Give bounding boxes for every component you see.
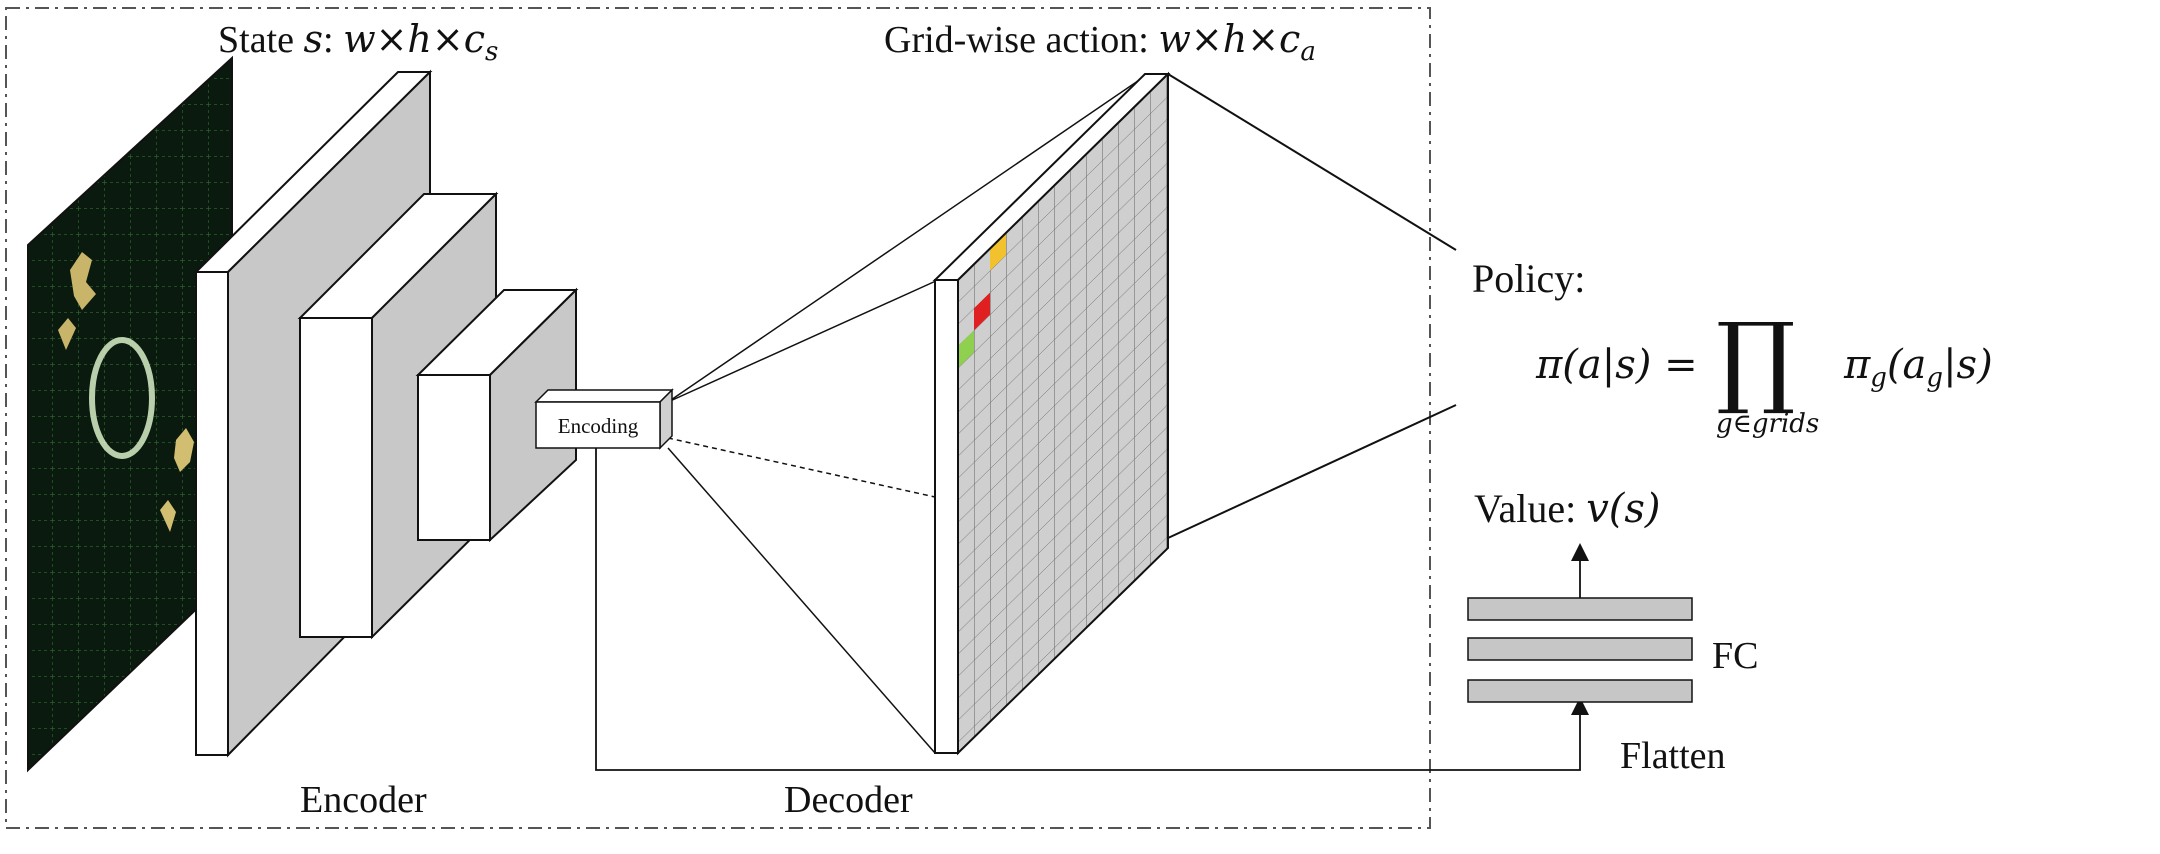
state-label: State s: w×h×cs <box>218 17 498 67</box>
fc-bar-1 <box>1467 597 1693 621</box>
flatten-connector <box>595 448 1589 771</box>
ring-marker <box>89 337 155 459</box>
policy-zoom-line-top <box>1167 73 1457 251</box>
unit-sprites-bottom <box>160 428 194 532</box>
value-label: Value: v(s) <box>1474 486 1661 532</box>
encoder-layer-3 <box>415 287 579 543</box>
unit-sprites-top <box>58 252 96 350</box>
flatten-label: Flatten <box>1620 735 1726 777</box>
cell-red <box>974 292 990 331</box>
decoder-projection <box>667 73 1149 754</box>
encoding-label: Encoding <box>558 414 639 438</box>
policy-zoom-line-bottom <box>1167 404 1457 539</box>
encoding-box: Encoding <box>534 388 674 450</box>
policy-lhs: π(a|s) = <box>1535 342 1698 388</box>
product-subscript: g∈grids <box>1716 409 1819 439</box>
encoder-label: Encoder <box>300 779 427 821</box>
fc-layers <box>1467 597 1693 703</box>
action-grid <box>932 71 1171 756</box>
product-symbol: ∏ <box>1716 301 1796 418</box>
policy-label: Policy: <box>1472 256 1585 301</box>
policy-rhs: πg(ag|s) <box>1843 342 1993 393</box>
decoder-label: Decoder <box>784 779 913 821</box>
cell-green <box>958 330 974 368</box>
cell-yellow <box>990 232 1006 271</box>
fc-bar-3 <box>1467 679 1693 703</box>
fc-bar-2 <box>1467 637 1693 661</box>
fc-label: FC <box>1712 635 1758 677</box>
action-label: Grid-wise action: w×h×ca <box>884 17 1316 67</box>
